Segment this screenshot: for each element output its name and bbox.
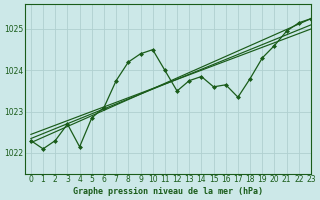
X-axis label: Graphe pression niveau de la mer (hPa): Graphe pression niveau de la mer (hPa) xyxy=(73,187,263,196)
